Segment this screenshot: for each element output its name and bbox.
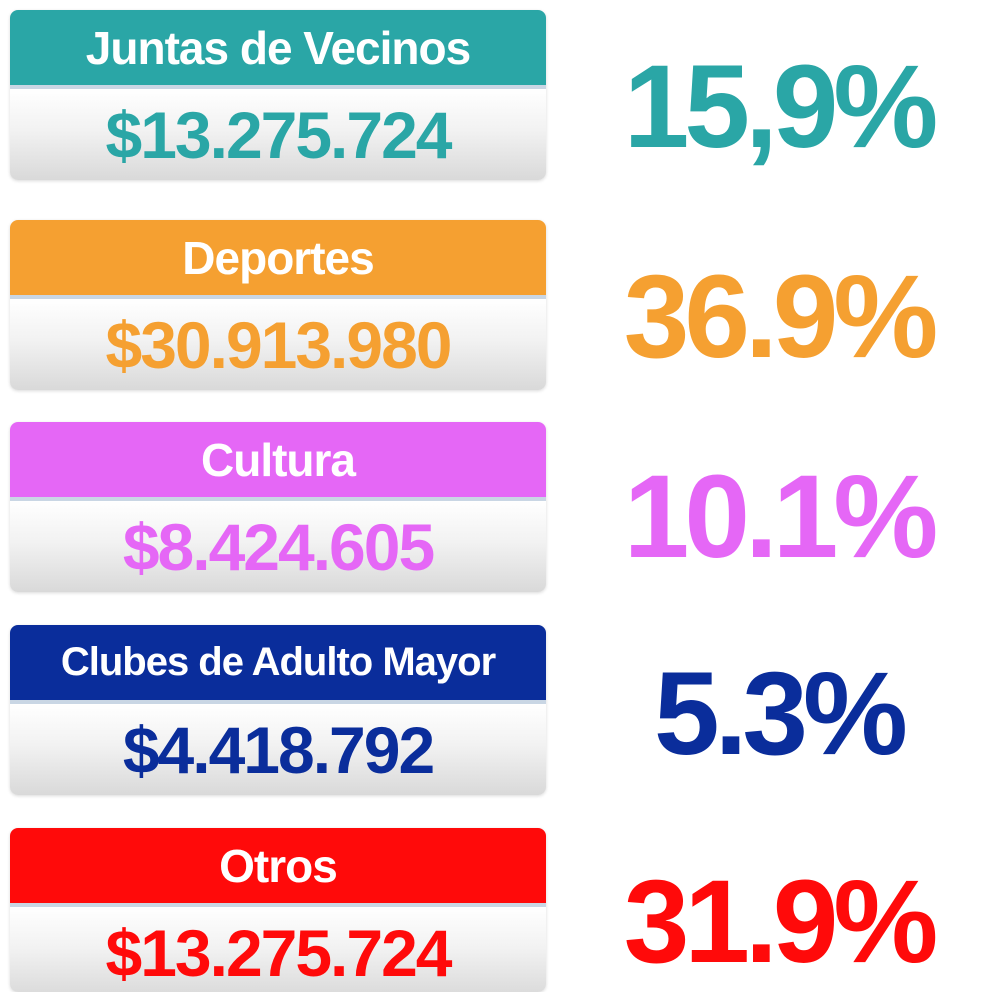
category-card: Otros $13.275.724 [10,828,546,992]
category-percent: 10.1% [623,451,939,583]
category-title: Cultura [10,422,546,497]
category-title: Otros [10,828,546,903]
divider [10,497,546,501]
category-title: Clubes de Adulto Mayor [10,625,546,700]
divider [10,903,546,907]
category-title: Juntas de Vecinos [10,10,546,85]
category-percent: 36.9% [623,251,939,383]
category-amount: $13.275.724 [10,89,546,180]
divider [10,295,546,299]
category-percent: 5.3% [654,648,908,780]
divider [10,85,546,89]
category-percent: 31.9% [623,856,939,988]
category-amount: $13.275.724 [10,907,546,992]
category-amount: $4.418.792 [10,704,546,795]
category-amount: $8.424.605 [10,501,546,592]
category-amount: $30.913.980 [10,299,546,390]
category-title: Deportes [10,220,546,295]
category-percent: 15,9% [623,41,939,173]
category-card: Clubes de Adulto Mayor $4.418.792 [10,625,546,795]
category-card: Cultura $8.424.605 [10,422,546,592]
category-card: Deportes $30.913.980 [10,220,546,390]
category-card: Juntas de Vecinos $13.275.724 [10,10,546,180]
divider [10,700,546,704]
